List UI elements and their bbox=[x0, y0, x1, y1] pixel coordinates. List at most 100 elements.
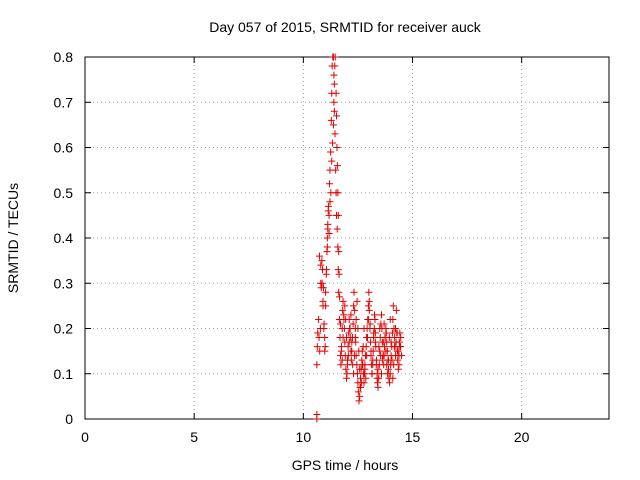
data-point bbox=[357, 379, 365, 387]
y-tick-label: 0.5 bbox=[54, 185, 74, 201]
y-tick-label: 0.1 bbox=[54, 366, 74, 382]
data-point bbox=[365, 297, 373, 305]
data-point bbox=[376, 347, 384, 355]
data-point bbox=[334, 243, 342, 251]
data-point bbox=[375, 343, 383, 351]
data-point bbox=[370, 329, 378, 337]
data-point bbox=[365, 306, 373, 314]
data-point bbox=[327, 189, 335, 197]
data-point bbox=[387, 338, 395, 346]
data-point bbox=[339, 297, 347, 305]
data-point bbox=[369, 356, 377, 364]
data-point bbox=[342, 365, 350, 373]
data-point bbox=[352, 315, 360, 323]
data-point bbox=[382, 347, 390, 355]
data-point bbox=[335, 270, 343, 278]
data-point bbox=[343, 370, 351, 378]
data-point bbox=[356, 392, 364, 400]
data-point bbox=[326, 198, 334, 206]
data-point bbox=[315, 252, 323, 260]
data-point bbox=[323, 234, 331, 242]
data-point bbox=[333, 112, 341, 120]
data-point bbox=[330, 71, 338, 79]
data-point bbox=[398, 352, 406, 360]
data-point bbox=[331, 53, 339, 61]
data-point bbox=[355, 397, 363, 405]
data-point bbox=[342, 315, 350, 323]
data-point bbox=[329, 139, 337, 147]
data-point bbox=[322, 288, 330, 296]
data-point bbox=[394, 347, 402, 355]
data-point bbox=[334, 189, 342, 197]
data-point bbox=[317, 261, 325, 269]
data-point bbox=[373, 374, 381, 382]
data-point bbox=[329, 121, 337, 129]
data-point bbox=[372, 361, 380, 369]
data-point bbox=[365, 288, 373, 296]
data-point bbox=[335, 248, 343, 256]
data-point bbox=[321, 347, 329, 355]
data-point bbox=[367, 347, 375, 355]
data-point bbox=[396, 343, 404, 351]
data-point bbox=[324, 207, 332, 215]
y-axis-label: SRMTID / TECUs bbox=[5, 183, 21, 293]
data-point bbox=[354, 325, 362, 332]
data-point bbox=[350, 288, 358, 296]
x-tick-label: 0 bbox=[81, 429, 89, 445]
data-point bbox=[345, 329, 353, 337]
data-point bbox=[382, 329, 390, 337]
data-point bbox=[376, 325, 384, 332]
data-point bbox=[362, 374, 370, 382]
data-point bbox=[337, 361, 345, 369]
data-point bbox=[346, 325, 354, 332]
data-point bbox=[315, 315, 323, 323]
data-point bbox=[366, 320, 374, 328]
data-point bbox=[383, 361, 391, 369]
data-point bbox=[353, 297, 361, 305]
data-point bbox=[324, 225, 332, 233]
data-point bbox=[338, 356, 346, 364]
data-point bbox=[388, 356, 396, 364]
data-point bbox=[361, 365, 369, 373]
data-point bbox=[318, 257, 326, 265]
data-point bbox=[384, 370, 392, 378]
data-point bbox=[349, 320, 357, 328]
data-point bbox=[385, 334, 393, 342]
data-point bbox=[358, 361, 366, 369]
data-point bbox=[386, 315, 394, 323]
data-point bbox=[357, 383, 365, 391]
data-point bbox=[350, 370, 358, 378]
data-point bbox=[332, 166, 340, 174]
axis-ticks: 0 5 10 15 20 0 0.1 0.2 0.3 0.4 0.5 0.6 0.7 0.8 bbox=[54, 49, 609, 445]
data-point bbox=[355, 347, 363, 355]
data-point bbox=[368, 370, 376, 378]
data-point bbox=[350, 302, 358, 310]
y-tick-label: 0.6 bbox=[54, 140, 74, 156]
data-point bbox=[374, 365, 382, 373]
data-point bbox=[325, 211, 333, 219]
data-point bbox=[377, 370, 385, 378]
data-point bbox=[392, 306, 400, 314]
data-point bbox=[377, 352, 385, 360]
data-point bbox=[327, 148, 335, 156]
y-tick-label: 0.7 bbox=[54, 94, 74, 110]
y-tick-label: 0.3 bbox=[54, 275, 74, 291]
data-point bbox=[354, 388, 362, 396]
data-point bbox=[378, 356, 386, 364]
data-point bbox=[389, 374, 397, 382]
data-point bbox=[343, 334, 351, 342]
data-point bbox=[389, 302, 397, 310]
data-point bbox=[330, 98, 338, 106]
data-point bbox=[330, 80, 338, 88]
data-point bbox=[322, 302, 330, 310]
y-tick-label: 0.2 bbox=[54, 321, 74, 337]
data-point bbox=[377, 311, 385, 319]
data-point bbox=[359, 343, 367, 351]
data-point bbox=[323, 243, 331, 251]
data-point bbox=[333, 162, 341, 170]
data-point bbox=[363, 352, 371, 360]
data-point bbox=[341, 302, 349, 310]
data-point bbox=[339, 306, 347, 314]
data-point bbox=[364, 334, 372, 342]
